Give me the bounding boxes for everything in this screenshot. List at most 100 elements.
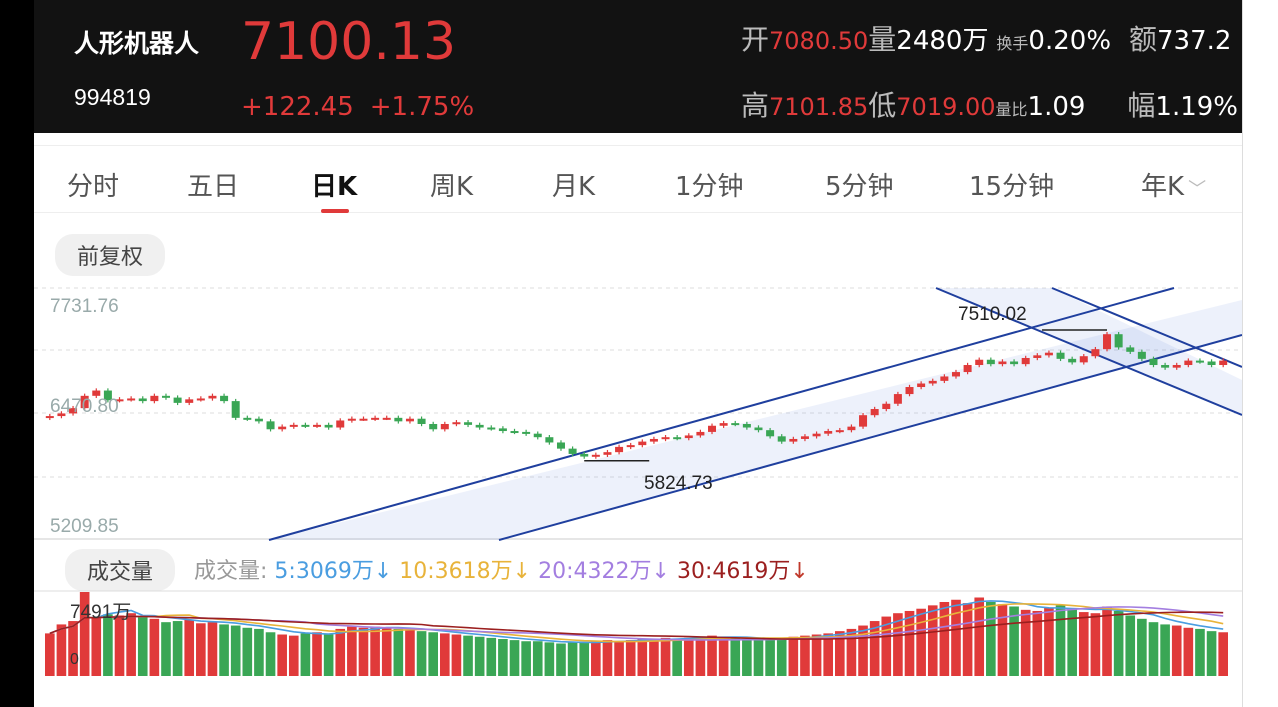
candlestick-chart[interactable] — [34, 285, 1242, 541]
candle-up — [835, 430, 844, 433]
volume-bar — [114, 615, 125, 676]
volume-bar — [997, 604, 1008, 676]
low-label: 低 — [868, 89, 897, 122]
volume-bar — [277, 634, 287, 676]
volume-bar — [1078, 612, 1089, 676]
candle-up — [278, 426, 287, 430]
stock-name: 人形机器人 — [74, 29, 200, 58]
candle-up — [800, 436, 809, 439]
volume-bar — [242, 627, 253, 676]
volume-bar — [591, 641, 601, 676]
side-panel-edge — [1242, 0, 1278, 707]
volume-bar — [79, 592, 90, 676]
candle-down — [1068, 358, 1077, 363]
stats-row-2: 高7101.85低7019.00量比1.09 幅1.19% — [741, 84, 1238, 124]
candle-up — [603, 452, 612, 455]
ma20-arrow-icon: ↓ — [651, 559, 670, 584]
volume-bar — [1032, 610, 1043, 676]
volume-bar — [835, 631, 845, 676]
volume-bar — [347, 626, 357, 676]
tab-weekly-k[interactable]: 周K — [430, 172, 474, 202]
volume-indicator-button[interactable]: 成交量 — [65, 549, 176, 591]
tab-five-day[interactable]: 五日 — [187, 172, 240, 202]
volume-bar — [428, 632, 438, 676]
candle-up — [882, 403, 891, 410]
volume-bar — [103, 614, 113, 676]
candle-down — [487, 427, 496, 430]
candle-up — [115, 399, 124, 402]
candle-down — [231, 401, 240, 418]
volume-bar — [1206, 631, 1217, 676]
tab-15min[interactable]: 15分钟 — [969, 172, 1055, 202]
volume-bar — [405, 630, 415, 676]
candle-up — [719, 423, 728, 426]
candle-up — [371, 417, 380, 420]
volume-bar — [486, 637, 497, 676]
candle-up — [196, 398, 205, 401]
volratio-value: 1.09 — [1027, 92, 1086, 122]
volume-bar — [718, 636, 729, 676]
volume-bar — [986, 601, 996, 676]
volume-bar — [230, 625, 241, 676]
candle-up — [45, 416, 54, 419]
volume-bar — [474, 636, 485, 676]
candle-up — [1184, 360, 1193, 366]
volume-bar — [1090, 613, 1101, 676]
volume-bar — [1148, 622, 1159, 676]
volume-max-label: 7491万 — [70, 602, 132, 623]
candle-up — [1091, 349, 1100, 357]
app-frame: 人形机器人 994819 7100.13 +122.45 +1.75% 开7080… — [34, 0, 1242, 707]
volume-bar — [893, 613, 903, 676]
tab-5min[interactable]: 5分钟 — [825, 172, 894, 202]
stats-row-1: 开7080.50量2480万 换手0.20% 额737.2 — [741, 18, 1231, 58]
candle-up — [963, 365, 972, 373]
volume-bar — [753, 640, 764, 676]
candle-up — [69, 408, 78, 414]
candle-up — [336, 420, 345, 428]
candle-up — [789, 438, 798, 442]
adjust-button[interactable]: 前复权 — [55, 234, 166, 276]
candle-up — [1021, 357, 1030, 365]
candle-down — [533, 433, 542, 438]
candle-down — [173, 397, 182, 403]
candle-down — [545, 437, 554, 443]
volume-bar — [532, 641, 543, 676]
candle-down — [394, 417, 403, 422]
volume-bar — [788, 636, 799, 676]
candle-down — [510, 431, 519, 434]
ma10-line — [49, 603, 1224, 643]
volume-bar — [288, 635, 299, 676]
volume-bar — [416, 631, 427, 676]
amp-label: 幅 — [1127, 89, 1156, 122]
rising-channel-upper-line — [268, 287, 1175, 541]
volume-chart[interactable] — [34, 590, 1242, 680]
volume-bar — [509, 640, 520, 676]
volume-bar — [370, 626, 380, 676]
candle-up — [626, 445, 635, 448]
volume-bar — [951, 599, 961, 676]
candle-down — [138, 398, 147, 402]
volume-bar — [1113, 610, 1124, 676]
candle-up — [824, 431, 833, 434]
tab-yearly-k[interactable]: 年K ﹀ — [1141, 166, 1206, 203]
volume-bar — [91, 617, 102, 676]
candle-down — [1195, 360, 1204, 363]
candle-up — [313, 424, 322, 427]
ma30-value: 30:4619万 — [676, 559, 791, 584]
volume-bar — [323, 634, 334, 676]
candle-up — [661, 437, 670, 440]
tab-intraday[interactable]: 分时 — [67, 172, 120, 202]
candle-up — [591, 454, 600, 457]
candle-down — [754, 427, 763, 431]
current-price: 7100.13 — [241, 12, 457, 72]
candle-up — [1172, 365, 1181, 368]
volume-bar — [707, 635, 717, 676]
tab-monthly-k[interactable]: 月K — [552, 172, 596, 202]
tab-daily-k[interactable]: 日K — [311, 172, 358, 202]
tab-1min[interactable]: 1分钟 — [675, 172, 744, 202]
candle-up — [1103, 334, 1112, 350]
candle-down — [1207, 361, 1216, 366]
volume-bar — [625, 640, 636, 676]
rising-channel-lower-line — [498, 334, 1242, 541]
volume-bar — [800, 635, 810, 676]
